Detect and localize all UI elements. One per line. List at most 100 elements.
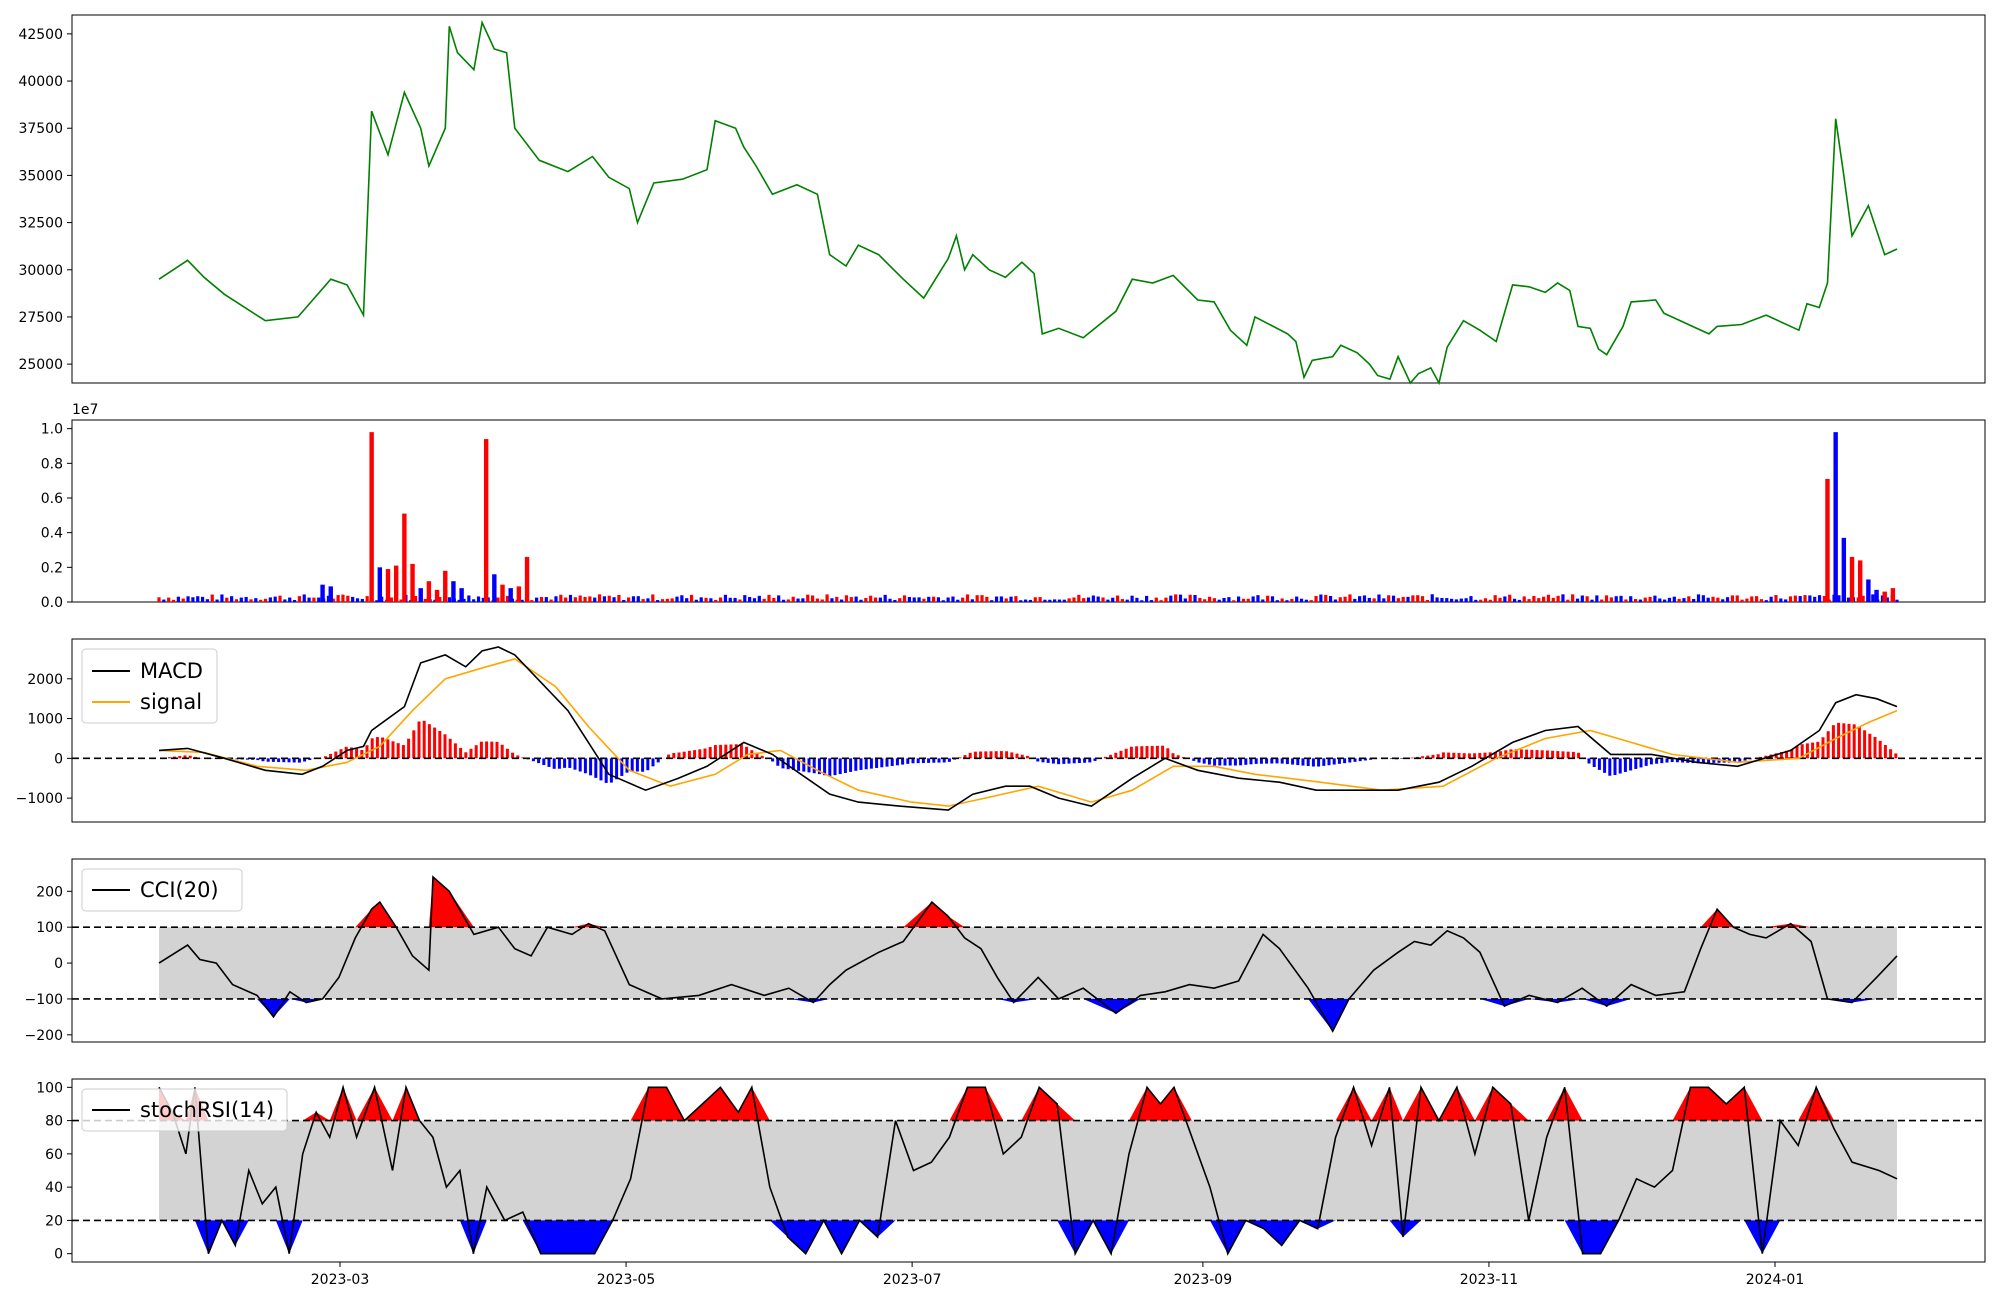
macd-histogram-bar xyxy=(1603,758,1607,773)
macd-histogram-bar xyxy=(667,754,671,759)
macd-histogram-bar xyxy=(1800,744,1804,759)
macd-histogram-bar xyxy=(1280,758,1284,764)
volume-bar xyxy=(230,596,234,602)
volume-bar xyxy=(951,596,955,602)
macd-histogram-bar xyxy=(1072,758,1076,764)
macd-histogram-bar xyxy=(1649,758,1653,765)
macd-histogram-bar xyxy=(1291,758,1295,765)
macd-legend xyxy=(81,648,218,724)
volume-bar xyxy=(1217,599,1221,602)
macd-histogram-bar xyxy=(781,758,785,769)
macd-histogram-bar xyxy=(297,758,301,763)
volume-bar xyxy=(844,595,849,602)
volume-bar xyxy=(1246,598,1250,602)
volume-bar xyxy=(220,594,224,602)
volume-bar xyxy=(718,597,723,602)
volume-spike-bar xyxy=(1833,432,1838,602)
volume-bar xyxy=(1846,597,1851,602)
volume-bar xyxy=(1469,596,1473,602)
volume-ytick-label: 0.8 xyxy=(41,456,63,472)
volume-bar xyxy=(694,599,698,602)
volume-bar xyxy=(1178,594,1183,602)
macd-histogram-bar xyxy=(1670,758,1674,762)
volume-bar xyxy=(622,599,626,602)
volume-bar xyxy=(941,600,945,602)
macd-histogram-bar xyxy=(1608,758,1612,776)
macd-histogram-bar xyxy=(479,741,483,759)
macd-histogram-bar xyxy=(1327,758,1331,766)
volume-bar xyxy=(1319,594,1323,602)
volume-bar xyxy=(1551,597,1555,602)
macd-histogram-bar xyxy=(1785,750,1789,759)
x-tick-label: 2023-11 xyxy=(1460,1272,1519,1288)
volume-bar xyxy=(568,594,573,602)
volume-bar xyxy=(1474,599,1478,602)
volume-bar xyxy=(1372,598,1376,602)
macd-histogram-bar xyxy=(578,758,582,772)
volume-bar xyxy=(704,597,708,602)
volume-bar xyxy=(1445,598,1449,602)
volume-bar xyxy=(975,595,979,602)
volume-bar xyxy=(312,597,316,602)
volume-bar xyxy=(496,597,500,602)
macd-histogram-bar xyxy=(1842,723,1846,759)
macd-histogram-bar xyxy=(505,748,509,759)
volume-bar xyxy=(689,594,694,602)
macd-histogram-bar xyxy=(1467,753,1471,759)
volume-bar xyxy=(1575,598,1580,602)
macd-histogram-bar xyxy=(1077,758,1081,763)
macd-histogram-bar xyxy=(1176,755,1180,759)
cci-ytick-label: 200 xyxy=(36,884,63,900)
macd-histogram-bar xyxy=(1707,758,1711,764)
macd-histogram-bar xyxy=(1535,750,1539,759)
volume-bar xyxy=(612,597,616,602)
volume-bar xyxy=(810,595,815,602)
volume-bar xyxy=(346,595,350,602)
macd-histogram-bar xyxy=(1119,750,1123,759)
volume-bar xyxy=(1406,596,1410,602)
stochrsi-ytick-label: 0 xyxy=(54,1247,63,1263)
macd-histogram-bar xyxy=(1296,758,1300,766)
macd-histogram-bar xyxy=(583,758,587,774)
volume-bar xyxy=(1498,597,1502,602)
macd-histogram-bar xyxy=(552,758,556,769)
volume-bar xyxy=(1043,599,1047,602)
macd-histogram-bar xyxy=(1701,758,1705,764)
volume-bar xyxy=(481,597,485,602)
volume-bar xyxy=(902,595,907,602)
volume-bar xyxy=(1508,594,1512,602)
macd-histogram-bar xyxy=(968,752,972,759)
volume-bar xyxy=(1803,595,1807,602)
volume-spike-bar xyxy=(1849,556,1855,602)
macd-histogram-bar xyxy=(474,745,478,759)
macd-histogram-bar xyxy=(979,751,983,759)
volume-bar xyxy=(825,594,829,602)
volume-bar xyxy=(341,594,345,602)
volume-spike-bar xyxy=(500,584,505,602)
macd-histogram-bar xyxy=(1192,758,1196,761)
macd-histogram-bar xyxy=(173,756,177,759)
stochrsi-legend-label: stochRSI(14) xyxy=(140,1098,274,1122)
macd-histogram-bar xyxy=(797,758,801,771)
volume-bar xyxy=(1711,596,1715,602)
macd-histogram-bar xyxy=(1426,755,1430,759)
price-line xyxy=(158,19,1898,386)
volume-spike-bar xyxy=(402,513,407,602)
macd-histogram-bar xyxy=(1613,758,1617,776)
macd-histogram-bar xyxy=(1051,758,1055,764)
volume-bar xyxy=(1193,595,1197,602)
macd-histogram-bar xyxy=(999,751,1003,759)
macd-histogram-bar xyxy=(1733,758,1737,763)
volume-bar xyxy=(1735,595,1739,602)
volume-bar xyxy=(840,599,844,602)
volume-bar xyxy=(355,598,360,602)
macd-histogram-bar xyxy=(1540,750,1544,759)
volume-bar xyxy=(520,599,524,602)
volume-ytick-label: 0.4 xyxy=(41,526,63,542)
volume-bar xyxy=(1212,598,1216,602)
macd-histogram-bar xyxy=(1816,741,1820,759)
macd-histogram-bar xyxy=(875,758,879,768)
volume-bar xyxy=(1769,596,1773,602)
cci-line xyxy=(158,875,1898,1033)
macd-histogram-bar xyxy=(381,737,385,759)
